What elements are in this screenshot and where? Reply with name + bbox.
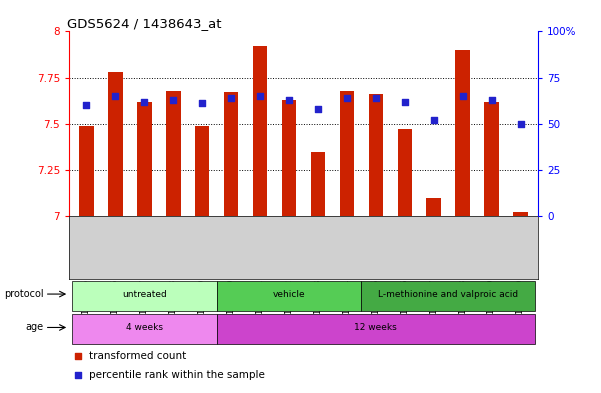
Text: untreated: untreated [122,290,166,299]
Text: percentile rank within the sample: percentile rank within the sample [89,370,264,380]
Text: L-methionine and valproic acid: L-methionine and valproic acid [378,290,518,299]
Point [429,117,439,123]
FancyBboxPatch shape [361,281,535,311]
Point [458,93,468,99]
Point [384,94,394,101]
FancyBboxPatch shape [72,281,217,311]
Text: 4 weeks: 4 weeks [126,323,163,332]
Bar [166,90,180,216]
Text: protocol: protocol [4,289,43,299]
FancyBboxPatch shape [217,314,535,344]
Bar [311,152,325,216]
Point [197,100,207,107]
Point [516,121,525,127]
Bar [224,92,239,216]
Text: age: age [25,323,43,332]
Point [139,99,149,105]
Point [313,106,323,112]
Point [284,97,294,103]
Text: 12 weeks: 12 weeks [355,323,397,332]
Bar [195,126,210,216]
Bar [282,100,296,216]
Bar [253,46,267,216]
Point [342,95,352,101]
Bar [79,126,94,216]
Point [384,273,394,279]
Point [487,97,496,103]
Bar [513,213,528,216]
Bar [340,90,354,216]
Point [227,95,236,101]
Point [400,99,410,105]
Bar [397,129,412,216]
FancyBboxPatch shape [72,314,217,344]
Text: vehicle: vehicle [273,290,305,299]
Bar [368,94,383,216]
Bar [108,72,123,216]
Bar [484,102,499,216]
Point [168,97,178,103]
Text: transformed count: transformed count [89,351,186,361]
Text: GDS5624 / 1438643_at: GDS5624 / 1438643_at [67,17,221,30]
Bar [456,50,470,216]
Point [111,93,120,99]
Bar [427,198,441,216]
FancyBboxPatch shape [217,281,361,311]
Bar [137,102,151,216]
Point [255,93,265,99]
Point [371,95,380,101]
Point [82,102,91,108]
